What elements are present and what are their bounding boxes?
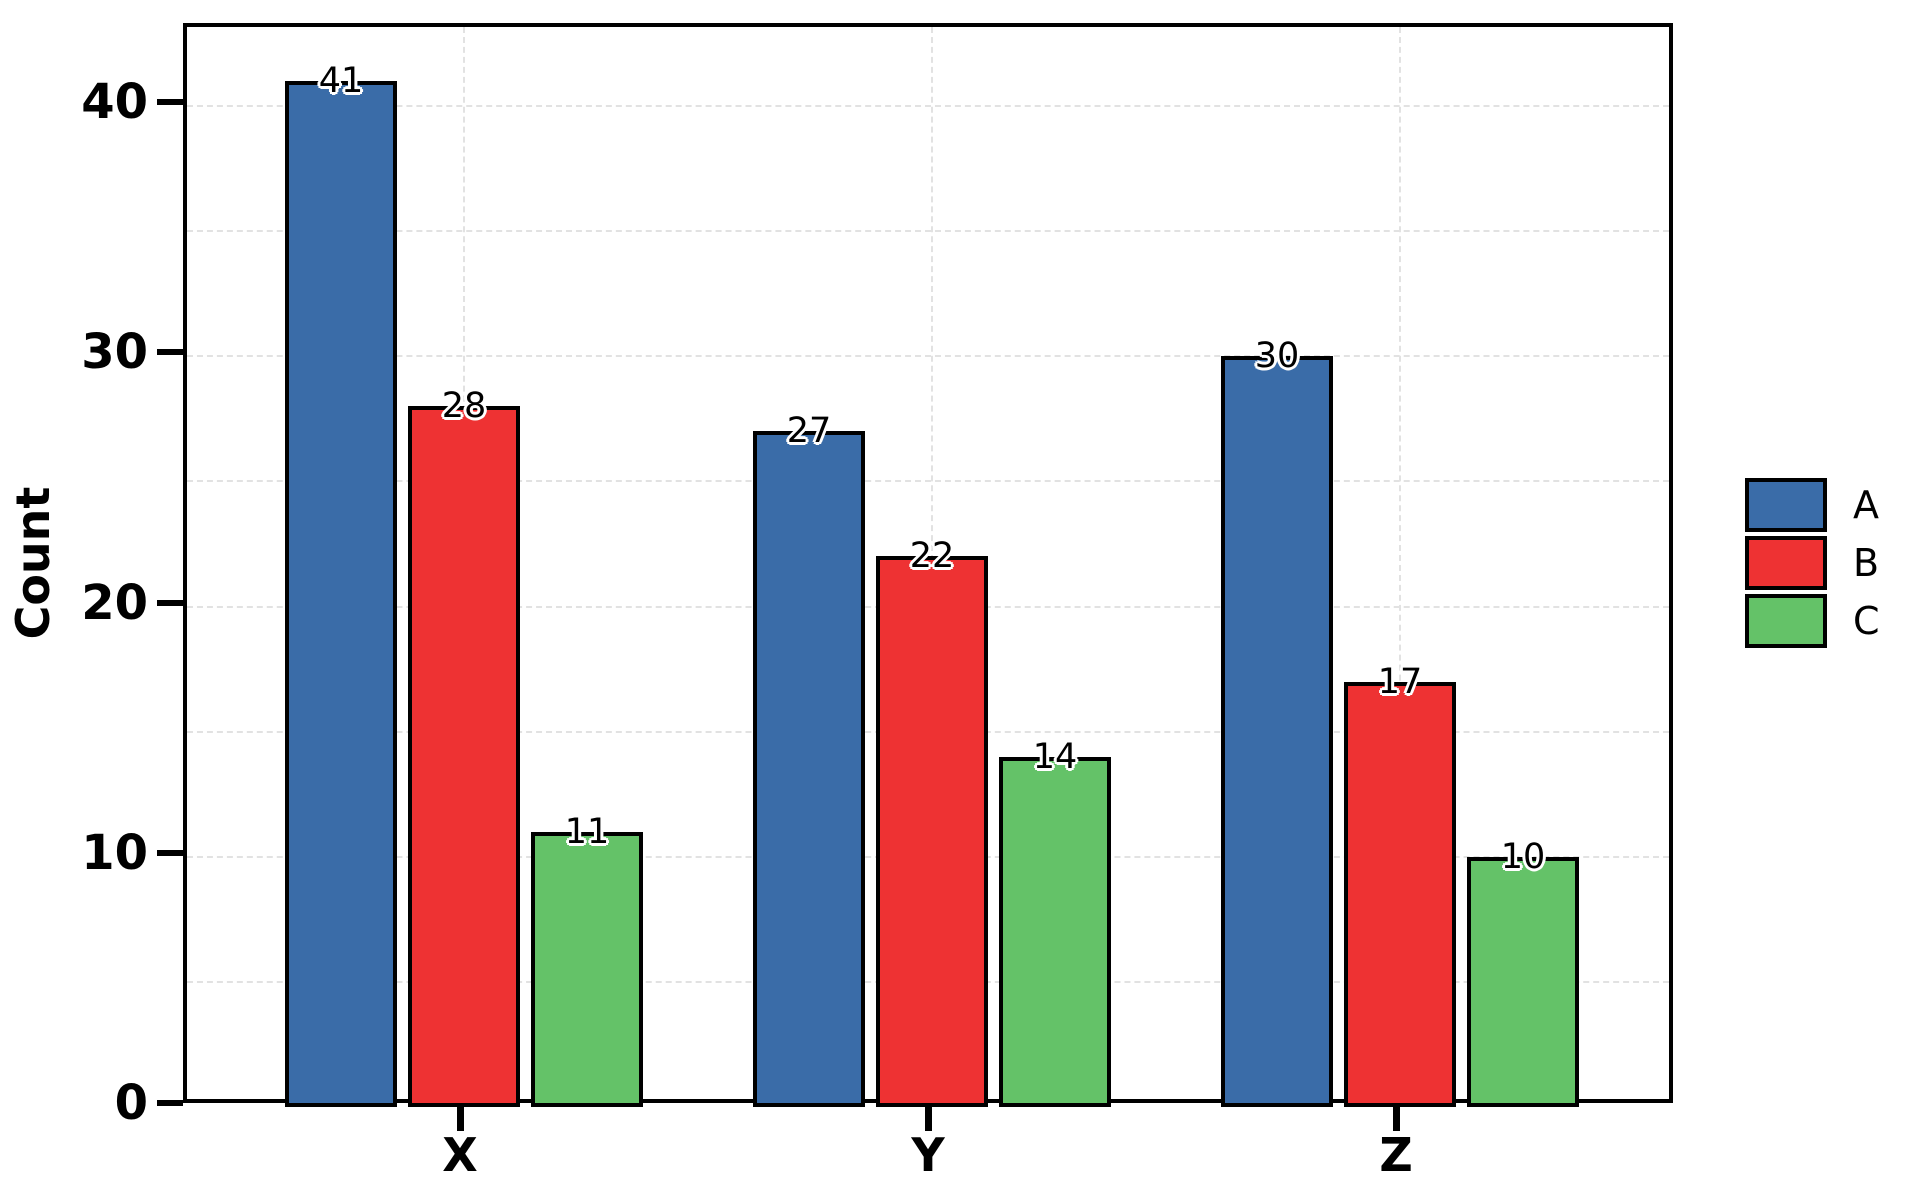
- x-tick-mark: [925, 1105, 932, 1131]
- bar-value-label: 11: [564, 811, 610, 852]
- bar-value-label: 28: [441, 386, 487, 427]
- legend-item-C: C: [1745, 594, 1880, 648]
- legend-label: C: [1853, 599, 1880, 643]
- bar-value-label: 17: [1377, 661, 1423, 702]
- y-tick-mark: [157, 849, 183, 856]
- y-tick-label: 20: [81, 574, 148, 631]
- x-tick-label: Z: [1379, 1128, 1413, 1182]
- legend-swatch-C: [1745, 594, 1827, 648]
- bar-value-label: 41: [318, 61, 364, 102]
- bar-A-Y: [753, 431, 865, 1107]
- y-tick-mark: [157, 599, 183, 606]
- gridline-vertical: [1399, 27, 1401, 1099]
- bar-value-label: 14: [1032, 736, 1078, 777]
- gridline-horizontal: [187, 105, 1669, 108]
- bar-value-label: 10: [1500, 836, 1546, 877]
- legend-label: B: [1853, 541, 1880, 585]
- legend-swatch-B: [1745, 536, 1827, 590]
- bar-A-X: [285, 81, 397, 1107]
- gridline-horizontal: [187, 355, 1669, 358]
- bar-value-label: 27: [786, 411, 832, 452]
- gridline-horizontal: [187, 230, 1669, 233]
- bar-C-Z: [1467, 856, 1579, 1107]
- bar-C-X: [531, 831, 643, 1107]
- y-tick-mark: [157, 1100, 183, 1106]
- bar-B-Z: [1344, 681, 1456, 1107]
- legend-label: A: [1853, 483, 1879, 527]
- plot-area: 41 27 30 28 22 17 11 14 10: [183, 23, 1673, 1107]
- legend-item-B: B: [1745, 536, 1880, 590]
- bar-value-label: 22: [909, 536, 955, 577]
- bar-C-Y: [999, 756, 1111, 1107]
- gridline-horizontal: [187, 480, 1669, 483]
- bar-A-Z: [1221, 356, 1333, 1107]
- bar-B-Y: [876, 556, 988, 1107]
- x-tick-mark: [1393, 1105, 1400, 1131]
- bar-value-label: 30: [1254, 336, 1300, 377]
- y-tick-label: 10: [81, 824, 148, 881]
- y-tick-label: 0: [114, 1075, 148, 1131]
- y-tick-mark: [157, 99, 183, 106]
- x-tick-mark: [457, 1105, 464, 1131]
- legend-item-A: A: [1745, 478, 1880, 532]
- bar-B-X: [408, 406, 520, 1107]
- x-tick-label: X: [442, 1128, 478, 1182]
- x-tick-label: Y: [911, 1128, 945, 1182]
- y-tick-label: 40: [81, 74, 148, 131]
- legend-swatch-A: [1745, 478, 1827, 532]
- y-tick-mark: [157, 349, 183, 356]
- y-tick-label: 30: [81, 324, 148, 381]
